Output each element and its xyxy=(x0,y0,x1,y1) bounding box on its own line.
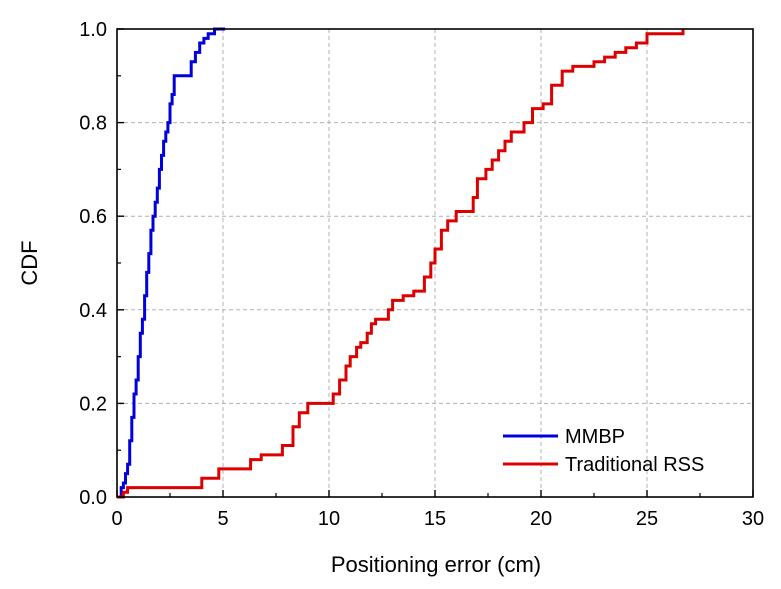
legend: MMBP Traditional RSS xyxy=(503,426,704,476)
x-tick-label: 15 xyxy=(424,508,446,530)
axis-ticks xyxy=(116,28,754,498)
x-tick-label: 25 xyxy=(636,508,658,530)
grid-lines xyxy=(117,29,753,497)
x-tick-label: 10 xyxy=(318,508,340,530)
y-tick-label: 1.0 xyxy=(79,19,107,41)
y-tick-label: 0.8 xyxy=(79,113,107,135)
x-tick-label: 0 xyxy=(111,508,122,530)
y-axis-title: CDF xyxy=(17,240,42,285)
y-tick-label: 0.4 xyxy=(79,300,107,322)
series-line-1 xyxy=(117,29,685,499)
x-axis-title: Positioning error (cm) xyxy=(331,552,541,577)
series-line-0 xyxy=(117,27,226,499)
x-tick-label: 5 xyxy=(217,508,228,530)
x-tick-label: 20 xyxy=(530,508,552,530)
legend-label-0: MMBP xyxy=(565,426,625,448)
x-tick-label: 30 xyxy=(742,508,764,530)
y-tick-label: 0.6 xyxy=(79,206,107,228)
x-tick-labels: 0 5 10 15 20 25 30 xyxy=(111,508,764,530)
y-tick-label: 0.2 xyxy=(79,393,107,415)
y-tick-labels: 0.0 0.2 0.4 0.6 0.8 1.0 xyxy=(79,19,107,509)
legend-label-1: Traditional RSS xyxy=(565,454,704,476)
series-layer xyxy=(117,27,685,499)
y-tick-label: 0.0 xyxy=(79,487,107,509)
